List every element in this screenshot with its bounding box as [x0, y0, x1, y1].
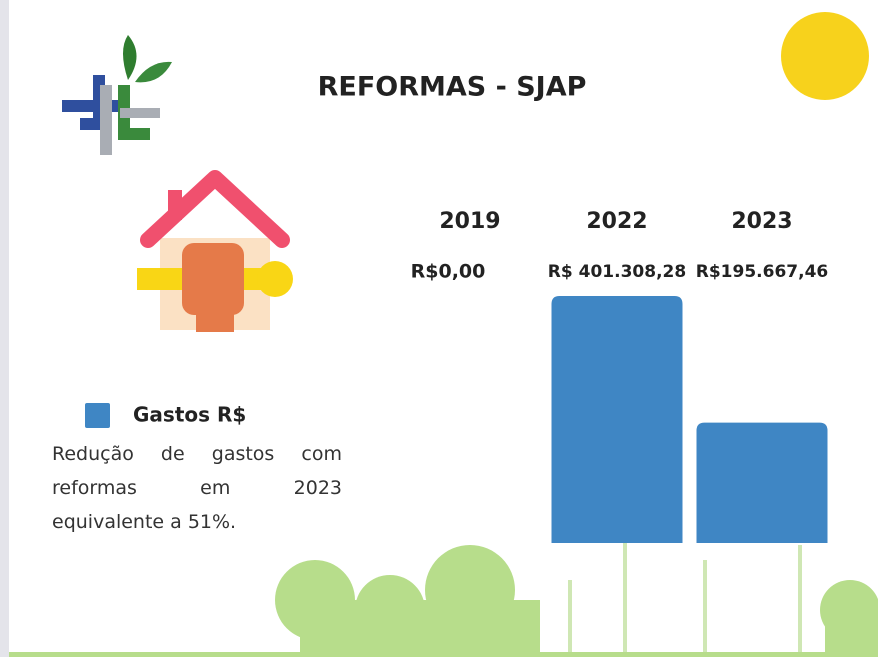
bar [696, 422, 828, 543]
sun [781, 12, 869, 100]
chart-title: REFORMAS - SJAP [318, 72, 587, 103]
wind-turbines [568, 540, 802, 655]
legend-label: Gastos R$ [133, 403, 246, 427]
value-label: R$195.667,46 [696, 262, 828, 282]
house-icon [137, 170, 293, 332]
value-label: R$ 401.308,28 [548, 262, 686, 282]
logo [62, 35, 172, 155]
trees [275, 545, 878, 655]
legend-swatch [85, 403, 110, 428]
bar [551, 296, 683, 543]
x-tick-label: 2023 [731, 209, 792, 234]
value-label: R$0,00 [411, 261, 486, 283]
side-border [0, 0, 9, 657]
x-tick-label: 2019 [439, 209, 500, 234]
annotation: Redução de gastos com reformas em 2023 e… [52, 443, 342, 533]
x-tick-label: 2022 [586, 209, 647, 234]
ground [9, 652, 878, 657]
